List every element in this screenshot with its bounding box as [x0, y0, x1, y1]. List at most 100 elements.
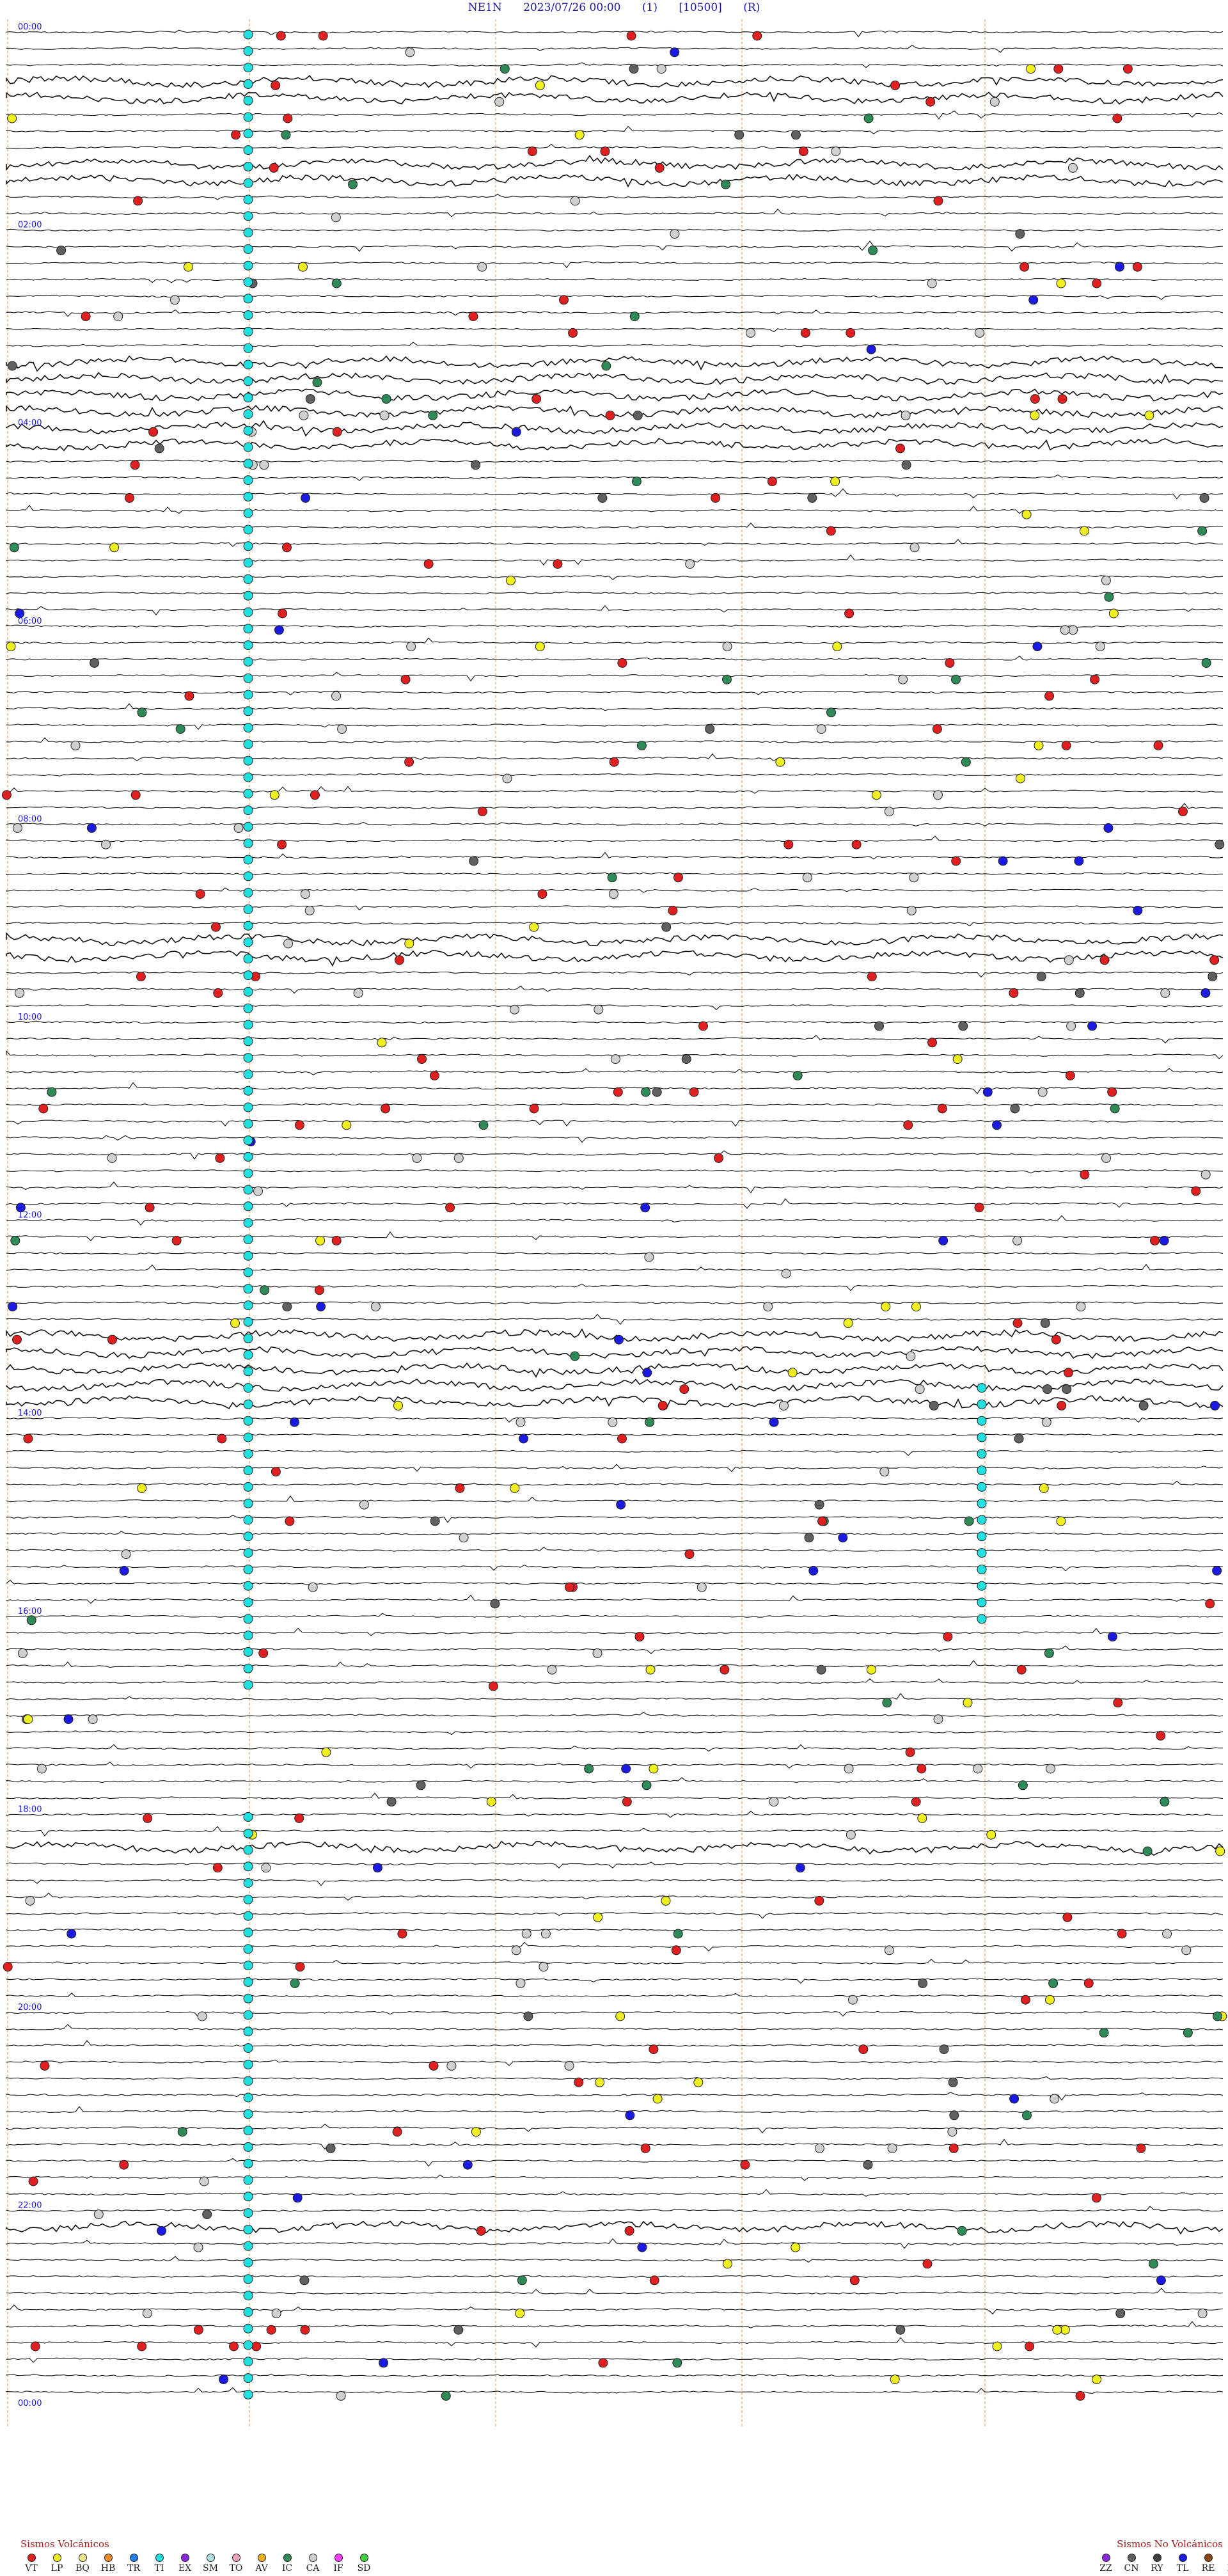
event-marker: [157, 2225, 167, 2236]
event-marker: [601, 361, 611, 371]
event-marker: [1160, 1797, 1170, 1807]
legend-volcanic-code: EX: [178, 2563, 192, 2573]
event-marker: [608, 889, 618, 899]
event-marker: [802, 873, 812, 883]
trace-line: [6, 29, 1224, 38]
event-marker: [901, 410, 911, 420]
event-marker: [261, 1863, 271, 1873]
event-marker: [1043, 1384, 1052, 1395]
tremor-marker: [243, 2323, 253, 2334]
legend-volcanic-code: VT: [25, 2563, 38, 2573]
event-marker: [1215, 1846, 1225, 1856]
trace-line: [6, 1395, 1224, 1410]
event-marker: [348, 179, 358, 189]
tremor-marker: [243, 789, 253, 799]
tremor-marker: [977, 1449, 987, 1459]
legend-nonvolcanic-item-re: RE: [1197, 2554, 1219, 2573]
event-marker: [917, 1764, 927, 1774]
tremor-marker: [243, 2109, 253, 2119]
tremor-marker: [243, 1069, 253, 1079]
tremor-marker: [977, 1548, 987, 1558]
tremor-marker: [243, 1003, 253, 1013]
tremor-marker: [243, 690, 253, 700]
tremor-marker: [977, 1416, 987, 1426]
event-marker: [871, 790, 881, 800]
event-marker: [271, 80, 281, 90]
event-marker: [613, 1087, 623, 1097]
trace-line: [6, 1328, 1224, 1343]
event-marker: [975, 328, 985, 338]
tremor-marker: [243, 2076, 253, 2086]
trace-line: [6, 1198, 1223, 1209]
event-marker: [1209, 955, 1220, 965]
trace-line: [6, 1480, 1224, 1486]
trace-line: [6, 851, 1224, 860]
event-marker: [15, 608, 25, 619]
tremor-marker: [243, 1432, 253, 1442]
event-marker: [278, 608, 288, 619]
event-marker: [193, 2242, 203, 2252]
trace-line: [6, 2337, 1224, 2348]
tremor-marker: [243, 1135, 253, 1146]
trace-line: [6, 1645, 1224, 1654]
event-marker: [792, 1070, 803, 1080]
trace-line: [6, 1861, 1224, 1869]
legend-volcanic-item-bq: BQ: [72, 2554, 93, 2573]
legend-nonvolcanic-item-ds: DS: [1223, 2554, 1228, 2573]
event-marker: [661, 922, 672, 932]
tremor-marker: [243, 145, 253, 155]
event-marker: [283, 113, 293, 123]
event-marker: [863, 113, 874, 123]
event-marker: [911, 1797, 921, 1807]
legend-volcanic-code: IC: [281, 2563, 293, 2573]
event-marker: [47, 1087, 57, 1097]
event-marker: [294, 1120, 304, 1130]
event-marker: [477, 807, 487, 817]
event-marker: [125, 493, 134, 503]
event-marker: [511, 1945, 521, 1956]
event-marker: [107, 1334, 117, 1345]
tremor-marker: [243, 821, 253, 832]
event-marker: [734, 130, 744, 140]
tremor-marker: [243, 228, 253, 238]
event-marker: [282, 1302, 292, 1312]
event-marker: [863, 2160, 873, 2170]
event-marker: [7, 361, 17, 371]
event-marker: [1115, 2308, 1126, 2318]
trace-line: [6, 1712, 1224, 1717]
trace-line: [6, 2011, 1224, 2018]
event-marker: [1136, 2143, 1146, 2153]
event-marker: [948, 2077, 958, 2087]
event-marker: [652, 2094, 663, 2104]
event-marker: [1060, 625, 1070, 635]
event-marker: [661, 1895, 671, 1906]
trace-line: [6, 438, 1224, 452]
tremor-marker: [243, 1416, 253, 1426]
event-marker: [377, 1038, 387, 1048]
tremor-marker: [977, 1466, 987, 1476]
event-marker: [1018, 1780, 1028, 1790]
event-marker: [490, 1599, 500, 1609]
tremor-marker: [243, 277, 253, 287]
trace-line: [6, 1082, 1224, 1094]
event-marker: [642, 1780, 652, 1790]
event-marker: [1090, 674, 1100, 684]
hour-label: 16:00: [18, 1607, 42, 1616]
event-marker: [386, 1797, 397, 1807]
event-marker: [992, 1120, 1002, 1130]
event-marker: [285, 1516, 295, 1526]
tremor-marker: [243, 161, 253, 171]
event-marker: [1099, 955, 1110, 965]
event-marker: [689, 1087, 699, 1097]
legend-volcanic-dot-icon: [206, 2554, 215, 2562]
trace-line: [6, 1301, 1224, 1304]
event-marker: [720, 1664, 730, 1675]
event-marker: [1062, 1912, 1073, 1922]
event-marker: [1034, 740, 1044, 750]
event-marker: [1016, 773, 1025, 784]
event-marker: [510, 1004, 519, 1015]
hour-label: 08:00: [18, 814, 42, 824]
tremor-marker: [243, 376, 253, 386]
trace-line: [6, 591, 1224, 595]
trace-line: [6, 1283, 1224, 1292]
